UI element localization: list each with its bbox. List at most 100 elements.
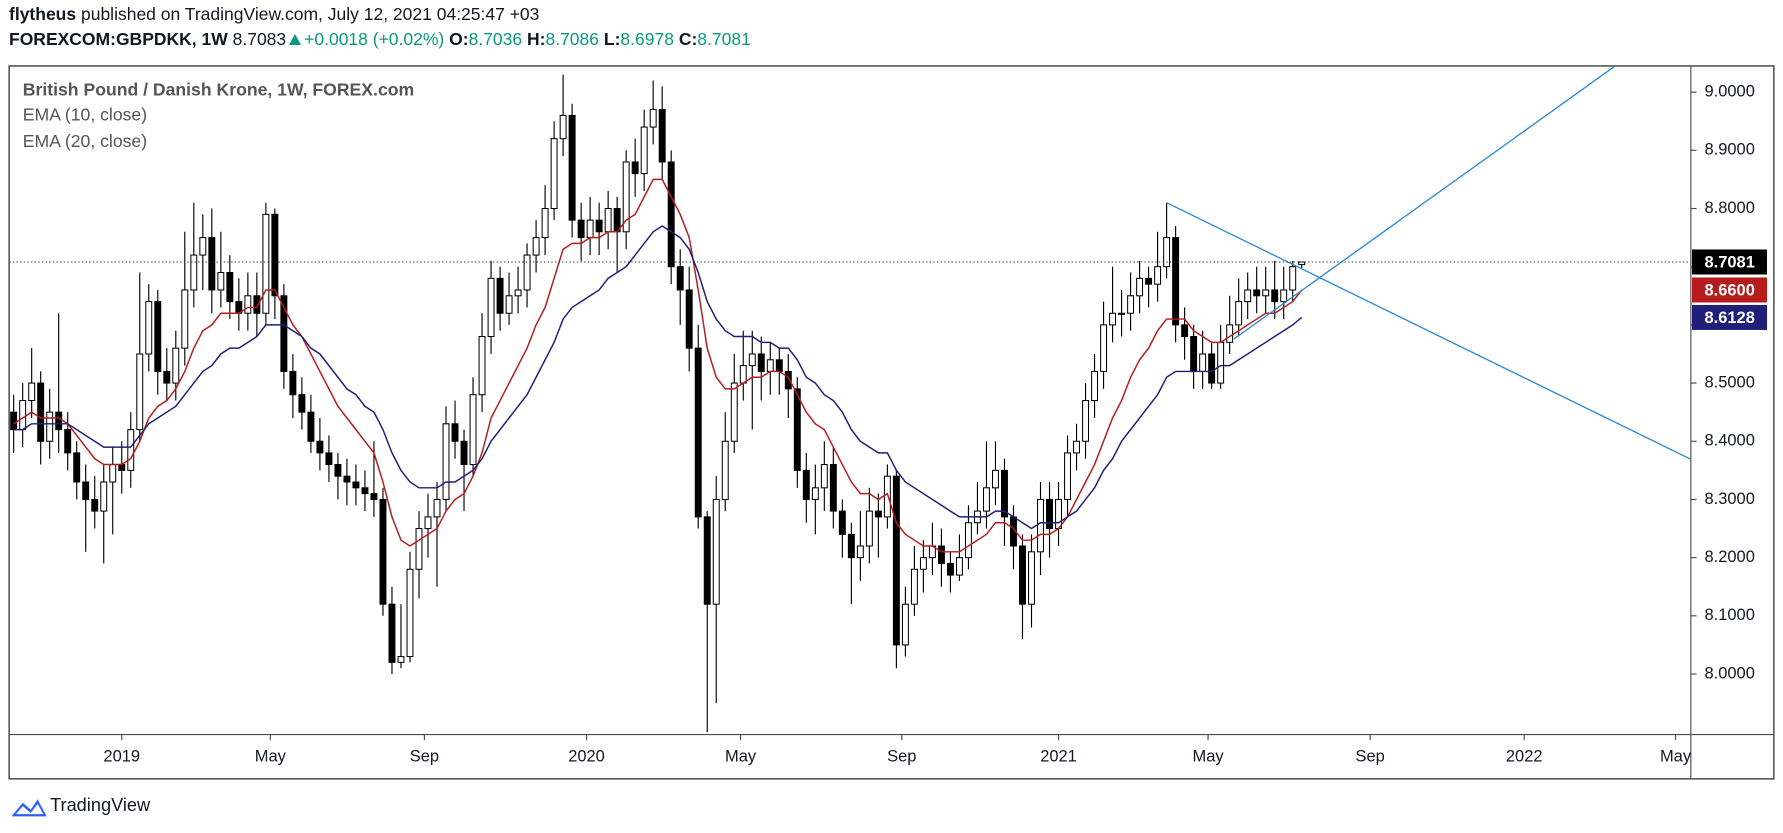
candle-body [739, 365, 747, 384]
ohlc-value: 8.7036 [468, 29, 523, 49]
candle-body [415, 528, 423, 570]
candle-body [262, 213, 270, 314]
overlay: 8.00008.10008.20008.30008.40008.50008.60… [103, 82, 1768, 766]
symbol: FOREXCOM:GBPDKK, 1W [9, 29, 228, 49]
candle-body [64, 429, 72, 454]
candle-body [334, 464, 342, 477]
candle-body [208, 237, 216, 291]
candle-body [1073, 440, 1081, 454]
header-line-2: FOREXCOM:GBPDKK, 1W 8.7083 +0.0018 (+0.02… [9, 27, 751, 52]
candle-body [1199, 353, 1207, 372]
y-tick-label: 8.9000 [1704, 141, 1754, 159]
trend-line [1166, 202, 1691, 460]
candle-body [10, 411, 18, 431]
candle-body [532, 237, 540, 256]
candle-body [631, 161, 639, 175]
chart-frame [8, 65, 1775, 780]
ema-line [13, 225, 1303, 530]
candle-body [1127, 295, 1135, 314]
x-tick-label: 2020 [568, 748, 605, 766]
candle-body [379, 498, 387, 605]
candle-body [1163, 237, 1171, 268]
change: +0.0018 (+0.02%) [304, 29, 445, 49]
candle-body [910, 568, 918, 605]
candle-body [856, 545, 864, 559]
candle-body [433, 498, 441, 518]
candle-body [1136, 277, 1144, 297]
candle-body [550, 138, 558, 210]
candle-body [280, 295, 288, 372]
candle-body [253, 295, 261, 314]
candle-body [685, 289, 693, 349]
candle-body [1100, 324, 1108, 372]
candle-body [343, 475, 351, 483]
candle-body [992, 469, 999, 489]
candle-body [424, 516, 432, 530]
candle-body [1235, 301, 1243, 326]
candle-body [775, 359, 783, 372]
candle-body [757, 353, 765, 372]
candle-body [118, 464, 126, 471]
price: 8.7083 [232, 29, 287, 49]
candle-body [838, 510, 846, 535]
candle-body [100, 481, 108, 512]
candle-body [676, 266, 684, 291]
candle-body [73, 452, 81, 483]
candle-body [1037, 498, 1044, 553]
candle-body [820, 464, 828, 489]
candle-body [865, 510, 873, 547]
candle-body [145, 301, 153, 355]
candle-body [1055, 498, 1062, 530]
candle-body [460, 440, 468, 466]
y-tick-label: 8.8000 [1704, 199, 1754, 217]
candle-body [1226, 324, 1234, 343]
candle-body [307, 411, 315, 442]
candle-body [181, 289, 189, 349]
candle-body [586, 219, 594, 239]
ema-line [13, 178, 1303, 553]
candle-body [946, 562, 954, 576]
candle-body [316, 440, 324, 454]
candle-body [1262, 289, 1270, 297]
candle-body [109, 464, 117, 483]
chart-title: British Pound / Danish Krone, 1W, FOREX.… [23, 80, 414, 100]
price-badge [1691, 277, 1768, 303]
tradingview-logo [11, 799, 47, 817]
candle-body [82, 481, 90, 500]
candle-body [397, 656, 405, 663]
candle-body [289, 370, 297, 396]
footer-brand: TradingView [50, 795, 151, 815]
candle-body [1028, 551, 1035, 605]
price-badge-label: 8.6600 [1704, 281, 1754, 299]
candle-body [244, 295, 252, 314]
candle-body [1244, 289, 1252, 303]
candle-body [1064, 452, 1071, 500]
legend-entry: EMA (20, close) [23, 131, 147, 151]
candle-body [883, 475, 891, 518]
candle-body [442, 423, 450, 500]
candle-body [478, 336, 486, 396]
x-tick-label: May [255, 748, 287, 766]
candle-body [1001, 469, 1008, 518]
x-tick-label: Sep [1356, 748, 1385, 766]
candle-body [352, 481, 360, 489]
plot [9, 65, 1691, 733]
candle-body [721, 440, 729, 500]
candle-body [847, 533, 855, 559]
candle-body [874, 510, 882, 518]
candle-body [658, 109, 666, 163]
candle-body [1217, 341, 1225, 384]
candle-body [793, 388, 801, 471]
x-tick-label: 2019 [103, 748, 140, 766]
candle-body [811, 487, 819, 500]
trend-line [1233, 65, 1616, 340]
candle-body [406, 568, 414, 658]
candle-body [1271, 289, 1279, 303]
candle-body [766, 359, 774, 372]
candle-body [595, 219, 603, 233]
y-tick-label: 8.4000 [1704, 432, 1754, 450]
candle-body [163, 370, 171, 384]
ohlc-label: C: [678, 29, 698, 49]
candle-body [469, 394, 477, 466]
